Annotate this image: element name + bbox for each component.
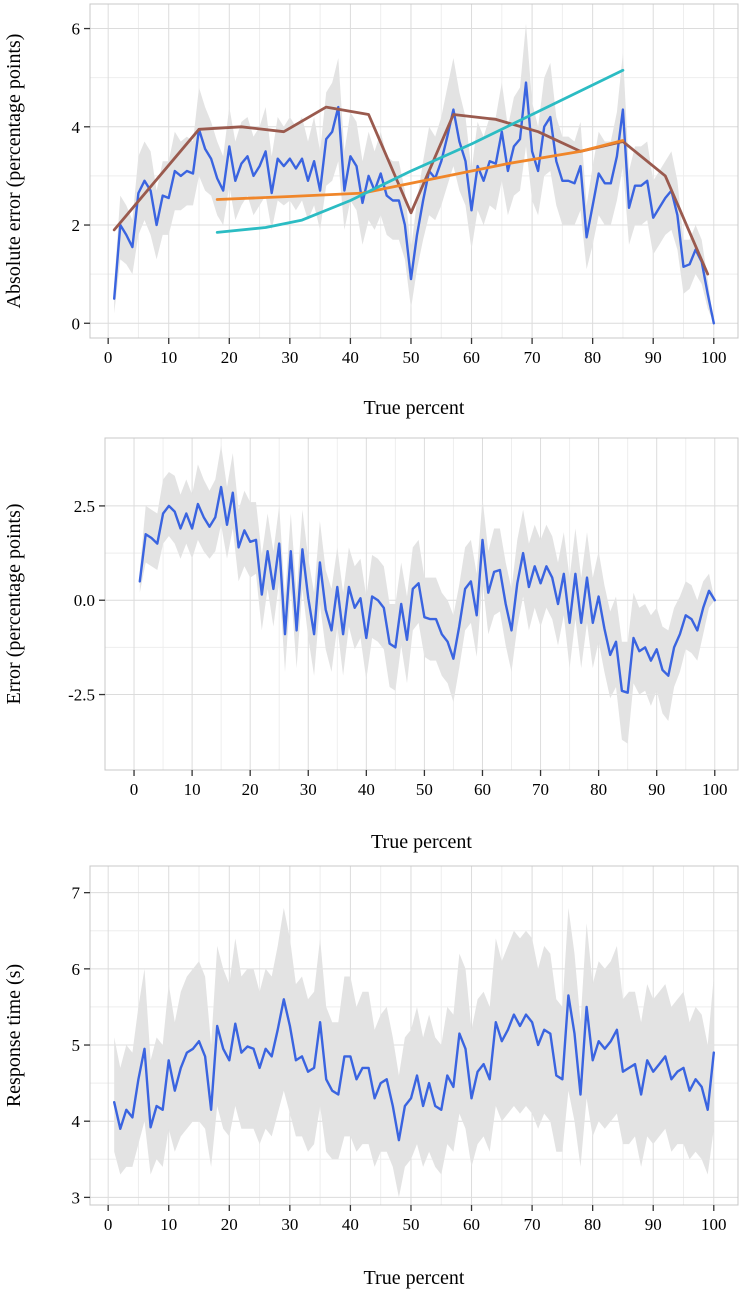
x-axis-title: True percent xyxy=(364,397,465,419)
x-tick-label: 80 xyxy=(584,1215,601,1234)
y-axis-title: Error (percentage points) xyxy=(3,503,25,704)
x-tick-label: 60 xyxy=(474,780,491,799)
x-axis-title: True percent xyxy=(364,1267,465,1289)
panel-border xyxy=(104,437,739,771)
series-line-model_orange xyxy=(215,139,625,201)
x-tick-label: 0 xyxy=(104,1215,113,1234)
x-tick-label: 60 xyxy=(463,348,480,367)
confidence-band xyxy=(114,907,714,1198)
chart-panel-3: 0 10 20 30 40 50 60 70 80 90 100 3 4 5 6 7 True percent R… xyxy=(3,865,739,1289)
y-tick-label: 5 xyxy=(72,1036,81,1055)
x-tick-label: 90 xyxy=(645,1215,662,1234)
x-tick-label: 40 xyxy=(342,1215,359,1234)
chart-panel-2: 0 10 20 30 40 50 60 70 80 90 100 -2.5 0.0 2.5 True per… xyxy=(3,437,739,853)
x-tick-label: 90 xyxy=(648,780,665,799)
confidence-band xyxy=(114,23,714,324)
y-tick-label: 6 xyxy=(72,960,81,979)
y-tick-label: 0 xyxy=(72,314,81,333)
y-tick-label: 2.5 xyxy=(74,497,95,516)
x-tick-label: 50 xyxy=(402,348,419,367)
x-tick-label: 10 xyxy=(160,348,177,367)
x-tick-label: 100 xyxy=(702,780,728,799)
panel-border xyxy=(89,865,739,1206)
y-tick-label: 0.0 xyxy=(74,591,95,610)
x-tick-label: 0 xyxy=(104,348,113,367)
y-tick-label: 3 xyxy=(72,1188,81,1207)
x-tick-label: 50 xyxy=(402,1215,419,1234)
x-tick-label: 30 xyxy=(300,780,317,799)
x-tick-label: 70 xyxy=(524,348,541,367)
panel-border xyxy=(89,3,739,339)
y-tick-label: 4 xyxy=(72,1112,81,1131)
x-tick-label: 40 xyxy=(342,348,359,367)
x-tick-label: 70 xyxy=(524,1215,541,1234)
x-tick-label: 30 xyxy=(281,1215,298,1234)
x-axis-title: True percent xyxy=(371,831,472,853)
x-tick-label: 50 xyxy=(416,780,433,799)
y-tick-label: 4 xyxy=(72,118,81,137)
series-line-mean xyxy=(112,994,715,1142)
x-tick-label: 80 xyxy=(590,780,607,799)
y-tick-label: -2.5 xyxy=(68,686,95,705)
x-tick-label: 70 xyxy=(532,780,549,799)
x-tick-label: 10 xyxy=(160,1215,177,1234)
y-tick-label: 7 xyxy=(72,884,81,903)
x-tick-label: 100 xyxy=(701,348,727,367)
y-tick-label: 6 xyxy=(72,20,81,39)
x-tick-label: 10 xyxy=(184,780,201,799)
x-tick-label: 20 xyxy=(242,780,259,799)
confidence-band xyxy=(139,445,715,744)
x-tick-label: 20 xyxy=(221,348,238,367)
chart-panel-1: 0 10 20 30 40 50 60 70 80 90 100 0 2 4 6 True percent Ab… xyxy=(3,3,739,419)
x-tick-label: 20 xyxy=(221,1215,238,1234)
x-tick-label: 90 xyxy=(645,348,662,367)
y-axis-title: Response time (s) xyxy=(3,964,25,1107)
y-tick-label: 2 xyxy=(72,216,81,235)
x-tick-label: 0 xyxy=(130,780,139,799)
x-tick-label: 60 xyxy=(463,1215,480,1234)
y-axis-title: Absolute error (percentage points) xyxy=(3,34,25,309)
series-line-model_teal xyxy=(215,68,625,234)
series-line-mean xyxy=(138,485,716,694)
x-tick-label: 100 xyxy=(701,1215,727,1234)
x-tick-label: 80 xyxy=(584,348,601,367)
x-tick-label: 40 xyxy=(358,780,375,799)
x-tick-label: 30 xyxy=(281,348,298,367)
series-line-mean xyxy=(112,81,715,325)
